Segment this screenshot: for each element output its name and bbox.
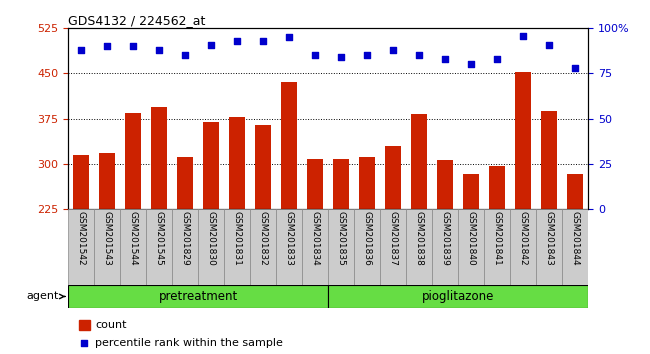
Text: pioglitazone: pioglitazone (422, 290, 495, 303)
Point (258, 38, 268, 44)
Point (76, 47, 86, 53)
Point (232, 38, 242, 44)
Bar (68, 209, 94, 285)
Bar (146, 209, 172, 285)
Bar (359, 156, 375, 344)
Text: count: count (96, 320, 127, 330)
Point (570, 65, 580, 71)
Bar (484, 209, 510, 285)
Point (154, 47, 164, 53)
Bar (229, 117, 245, 344)
Point (492, 56, 502, 62)
Point (310, 53, 320, 58)
Point (414, 53, 424, 58)
Text: GSM201837: GSM201837 (389, 211, 398, 266)
Point (284, 35, 294, 40)
Text: GSM201544: GSM201544 (129, 211, 138, 266)
Text: GSM201843: GSM201843 (545, 211, 554, 266)
Bar (250, 209, 276, 285)
Text: GSM201841: GSM201841 (493, 211, 502, 266)
Point (544, 42, 554, 47)
Bar (99, 153, 115, 344)
Text: GSM201833: GSM201833 (285, 211, 294, 266)
Text: GSM201839: GSM201839 (441, 211, 450, 266)
Bar (328, 285, 588, 308)
Point (388, 47, 398, 53)
Text: percentile rank within the sample: percentile rank within the sample (96, 338, 283, 348)
Text: GSM201830: GSM201830 (207, 211, 216, 266)
Bar (120, 209, 146, 285)
Point (206, 42, 216, 47)
Text: GSM201835: GSM201835 (337, 211, 346, 266)
Bar (406, 209, 432, 285)
Bar (281, 82, 297, 344)
Text: pretreatment: pretreatment (159, 290, 238, 303)
Point (362, 53, 372, 58)
Bar (333, 159, 349, 344)
Bar (541, 112, 557, 344)
Text: GSM201836: GSM201836 (363, 211, 372, 266)
Bar (68, 285, 328, 308)
Bar (255, 125, 271, 344)
Bar (94, 209, 120, 285)
Point (518, 33, 528, 38)
Bar (302, 209, 328, 285)
Bar (437, 160, 453, 344)
Bar (276, 209, 302, 285)
Bar (489, 166, 505, 344)
Point (102, 44, 112, 49)
Bar (198, 209, 224, 285)
Bar (203, 122, 219, 344)
Text: agent: agent (27, 291, 65, 302)
Text: GSM201542: GSM201542 (77, 211, 86, 266)
Text: GSM201840: GSM201840 (467, 211, 476, 266)
Bar (177, 156, 193, 344)
Point (128, 44, 138, 49)
Bar (463, 174, 479, 344)
Bar (510, 209, 536, 285)
Point (336, 55, 346, 60)
Bar (458, 209, 484, 285)
Text: GSM201832: GSM201832 (259, 211, 268, 266)
Bar (567, 174, 583, 344)
Text: GSM201834: GSM201834 (311, 211, 320, 266)
Bar (79, 320, 90, 330)
Bar (151, 107, 167, 344)
Text: GSM201838: GSM201838 (415, 211, 424, 266)
Text: GSM201829: GSM201829 (181, 211, 190, 266)
Bar (515, 72, 531, 344)
Point (180, 53, 190, 58)
Bar (354, 209, 380, 285)
Bar (385, 146, 401, 344)
Text: GSM201545: GSM201545 (155, 211, 164, 266)
Bar (380, 209, 406, 285)
Bar (73, 155, 89, 344)
Bar (125, 113, 141, 344)
Point (440, 56, 450, 62)
Bar (432, 209, 458, 285)
Bar (328, 209, 354, 285)
Bar (411, 114, 427, 344)
Bar (536, 209, 562, 285)
Text: GDS4132 / 224562_at: GDS4132 / 224562_at (68, 14, 205, 27)
Text: GSM201543: GSM201543 (103, 211, 112, 266)
Text: GSM201844: GSM201844 (571, 211, 580, 266)
Bar (224, 209, 250, 285)
Text: GSM201842: GSM201842 (519, 211, 528, 266)
Bar (562, 209, 588, 285)
Bar (172, 209, 198, 285)
Text: GSM201831: GSM201831 (233, 211, 242, 266)
Point (79, 340, 90, 346)
Point (466, 62, 476, 67)
Bar (307, 159, 323, 344)
